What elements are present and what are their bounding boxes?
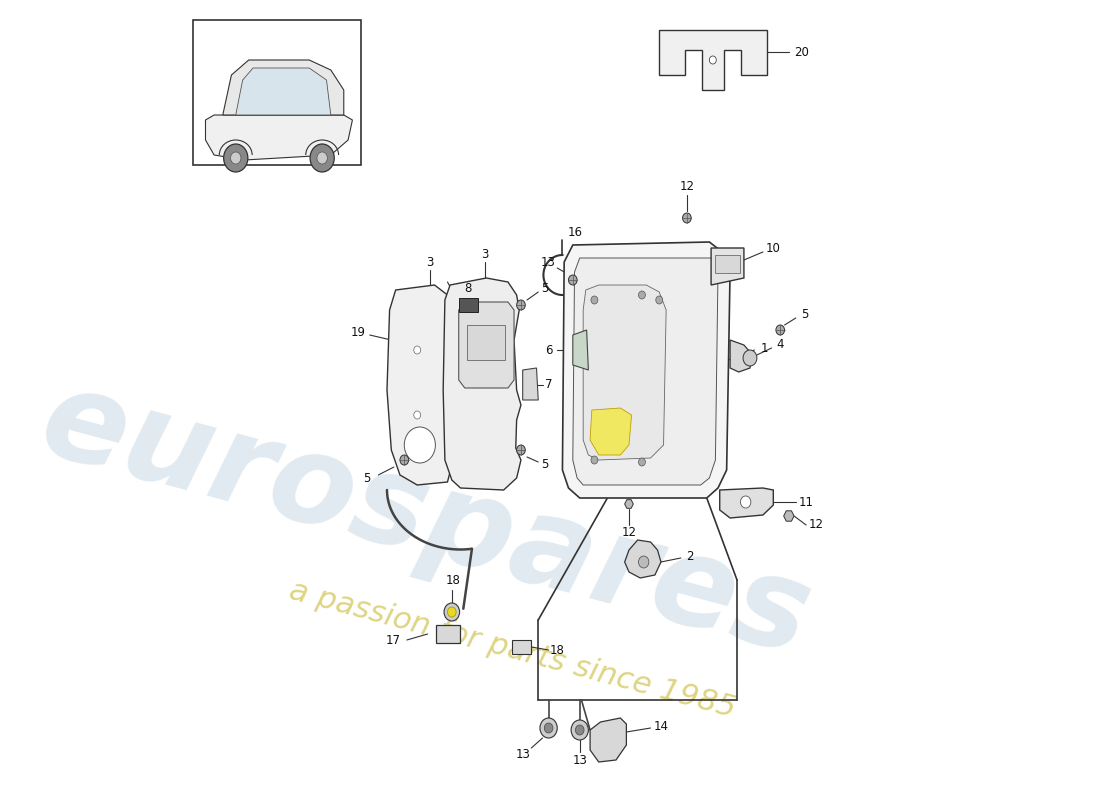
Circle shape [317, 152, 328, 164]
Text: 17: 17 [385, 634, 400, 646]
Circle shape [448, 607, 456, 617]
Polygon shape [522, 368, 538, 400]
Circle shape [638, 291, 646, 299]
Circle shape [591, 456, 598, 464]
Text: 1: 1 [761, 342, 769, 354]
Text: 3: 3 [427, 255, 433, 269]
Circle shape [310, 144, 334, 172]
Text: 12: 12 [621, 526, 637, 539]
Text: 14: 14 [653, 719, 669, 733]
Polygon shape [459, 302, 514, 388]
Circle shape [517, 300, 526, 310]
Text: 5: 5 [801, 307, 808, 321]
Polygon shape [625, 500, 634, 508]
Circle shape [638, 556, 649, 568]
Text: 5: 5 [541, 458, 549, 471]
Text: 12: 12 [808, 518, 824, 531]
Polygon shape [573, 258, 718, 485]
Text: 12: 12 [680, 179, 694, 193]
Circle shape [575, 725, 584, 735]
Circle shape [776, 325, 784, 335]
Bar [192, 20, 361, 165]
Text: 7: 7 [544, 378, 552, 391]
Polygon shape [443, 278, 521, 490]
Text: 20: 20 [794, 46, 810, 58]
Polygon shape [730, 340, 752, 372]
Polygon shape [235, 68, 331, 115]
Text: 6: 6 [544, 343, 552, 357]
Text: 13: 13 [572, 754, 587, 766]
Circle shape [591, 296, 598, 304]
Text: 10: 10 [766, 242, 781, 255]
Circle shape [444, 603, 460, 621]
Polygon shape [625, 540, 661, 578]
Bar [715, 255, 739, 273]
Circle shape [223, 144, 248, 172]
Circle shape [656, 296, 662, 304]
Text: 5: 5 [363, 471, 371, 485]
Text: 2: 2 [685, 550, 693, 562]
Circle shape [414, 346, 420, 354]
Circle shape [740, 496, 751, 508]
Polygon shape [206, 115, 352, 160]
Polygon shape [573, 330, 588, 370]
Text: 5: 5 [541, 282, 549, 294]
Circle shape [517, 445, 526, 455]
Bar [459, 298, 477, 312]
Bar [513, 640, 531, 654]
Text: 16: 16 [568, 226, 583, 238]
Text: 18: 18 [550, 643, 564, 657]
Polygon shape [659, 30, 768, 90]
Polygon shape [590, 718, 626, 762]
Circle shape [683, 213, 691, 223]
Polygon shape [468, 325, 505, 360]
Text: 4: 4 [777, 338, 784, 351]
Circle shape [400, 455, 408, 465]
Text: 18: 18 [447, 574, 461, 586]
Circle shape [638, 458, 646, 466]
Text: 19: 19 [351, 326, 366, 338]
Polygon shape [711, 248, 744, 285]
Circle shape [405, 427, 436, 463]
Circle shape [744, 350, 757, 366]
Text: 13: 13 [541, 255, 556, 269]
Bar [437, 625, 461, 643]
Circle shape [569, 275, 578, 285]
Text: a passion for parts since 1985: a passion for parts since 1985 [286, 576, 739, 724]
Text: 3: 3 [481, 247, 488, 261]
Polygon shape [223, 60, 344, 115]
Circle shape [710, 56, 716, 64]
Text: 8: 8 [464, 282, 472, 295]
Text: eurospares: eurospares [29, 359, 823, 681]
Circle shape [544, 723, 553, 733]
Circle shape [540, 718, 558, 738]
Polygon shape [719, 488, 773, 518]
Polygon shape [783, 511, 794, 521]
Polygon shape [562, 242, 730, 498]
Circle shape [414, 411, 420, 419]
Polygon shape [387, 285, 456, 485]
Polygon shape [590, 408, 631, 455]
Text: 13: 13 [515, 747, 530, 761]
Circle shape [231, 152, 241, 164]
Text: 11: 11 [799, 495, 814, 509]
Circle shape [571, 720, 588, 740]
Polygon shape [583, 285, 667, 460]
